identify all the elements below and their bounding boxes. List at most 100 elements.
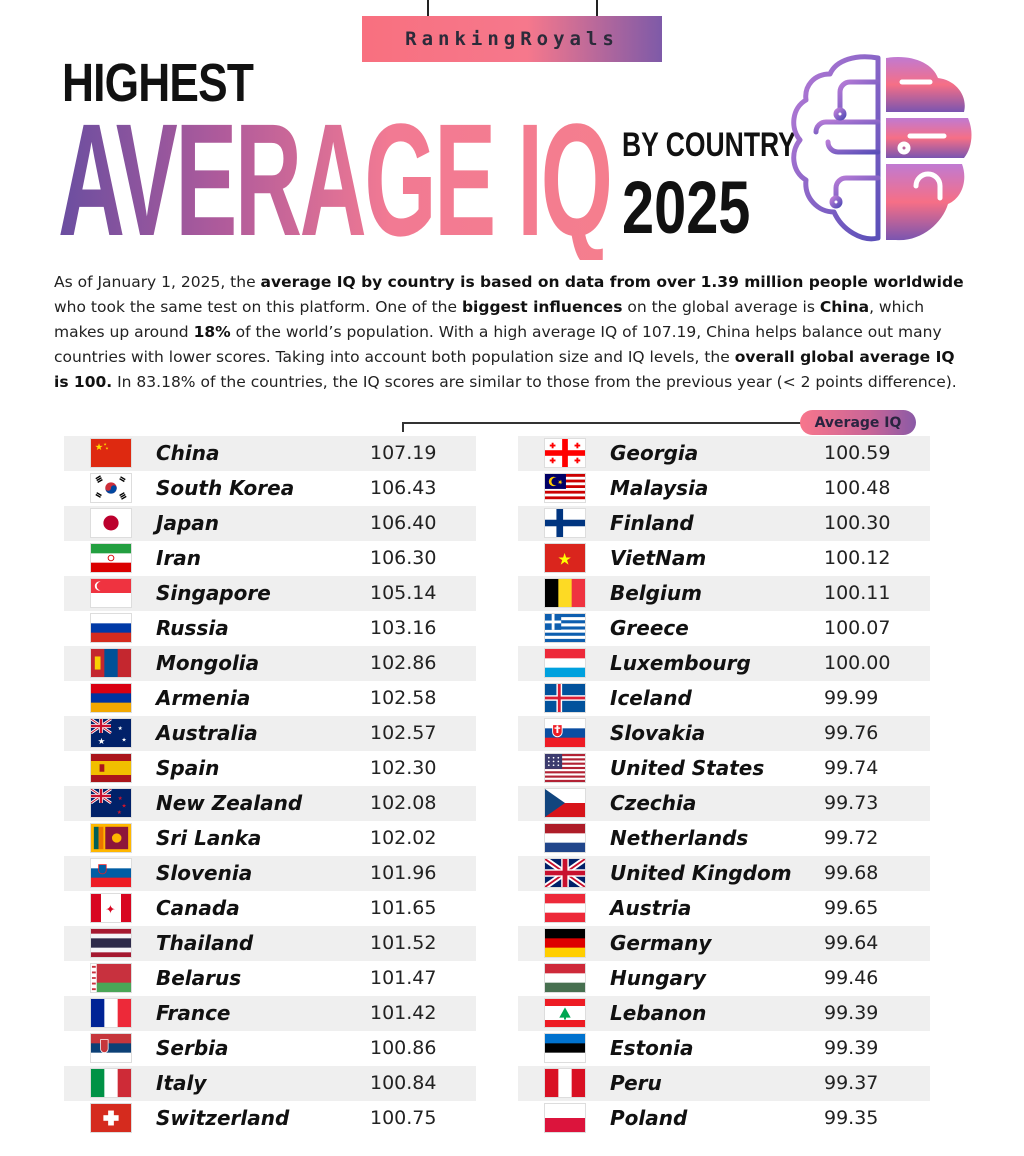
iq-value: 106.43 <box>370 477 437 499</box>
table-row: ✷ Malaysia 100.48 <box>518 471 930 506</box>
iq-value: 100.59 <box>824 442 891 464</box>
table-row: Armenia 102.58 <box>64 681 476 716</box>
sri-lanka-flag <box>90 823 132 853</box>
title-by-country: BY COUNTRY <box>622 126 796 164</box>
table-row: Iceland 99.99 <box>518 681 930 716</box>
header-bracket-line <box>402 422 812 424</box>
country-name: Singapore <box>156 581 271 605</box>
iq-value: 101.52 <box>370 932 437 954</box>
new-zealand-flag: ★ ★ ★ <box>90 788 132 818</box>
iq-value: 106.30 <box>370 547 437 569</box>
table-row: Singapore 105.14 <box>64 576 476 611</box>
iq-value: 99.76 <box>824 722 879 744</box>
country-name: Russia <box>156 616 229 640</box>
belgium-flag <box>544 578 586 608</box>
iq-value: 101.42 <box>370 1002 437 1024</box>
luxembourg-flag <box>544 648 586 678</box>
table-row: Peru 99.37 <box>518 1066 930 1101</box>
country-name: South Korea <box>156 476 295 500</box>
iq-value: 106.40 <box>370 512 437 534</box>
country-name: Italy <box>156 1071 207 1095</box>
table-row: Germany 99.64 <box>518 926 930 961</box>
table-row: ★ ★ ★ Australia 102.57 <box>64 716 476 751</box>
table-row: ★ ★ ★ New Zealand 102.08 <box>64 786 476 821</box>
intro-segment: overall global average IQ is 100. <box>54 348 955 391</box>
header-bracket-tick <box>402 422 404 432</box>
country-name: Iceland <box>610 686 692 710</box>
table-row: ✦ Canada 101.65 <box>64 891 476 926</box>
intro-segment: 18% <box>193 323 231 341</box>
country-name: VietNam <box>610 546 707 570</box>
intro-paragraph: As of January 1, 2025, the average IQ by… <box>54 270 974 395</box>
united-kingdom-flag <box>544 858 586 888</box>
country-name: United States <box>610 756 765 780</box>
iq-value: 99.68 <box>824 862 879 884</box>
table-row: France 101.42 <box>64 996 476 1031</box>
intro-segment: on the global average is <box>622 298 820 316</box>
armenia-flag <box>90 683 132 713</box>
table-row: ★ ★ ★ China 107.19 <box>64 436 476 471</box>
table-row: United States 99.74 <box>518 751 930 786</box>
france-flag <box>90 998 132 1028</box>
hungary-flag <box>544 963 586 993</box>
country-name: Hungary <box>610 966 706 990</box>
country-name: Spain <box>156 756 220 780</box>
country-name: Mongolia <box>156 651 260 675</box>
table-row: Italy 100.84 <box>64 1066 476 1101</box>
table-row: Hungary 99.46 <box>518 961 930 996</box>
czechia-flag <box>544 788 586 818</box>
table-row: United Kingdom 99.68 <box>518 856 930 891</box>
country-name: Armenia <box>156 686 251 710</box>
svg-text:★: ★ <box>118 725 123 732</box>
iq-value: 99.64 <box>824 932 879 954</box>
country-name: Austria <box>610 896 692 920</box>
iq-value: 102.57 <box>370 722 437 744</box>
peru-flag <box>544 1068 586 1098</box>
australia-flag: ★ ★ ★ <box>90 718 132 748</box>
iq-value: 99.74 <box>824 757 879 779</box>
table-row: Georgia 100.59 <box>518 436 930 471</box>
iq-value: 100.11 <box>824 582 891 604</box>
slovakia-flag <box>544 718 586 748</box>
switzerland-flag <box>90 1103 132 1133</box>
iq-value: 100.30 <box>824 512 891 534</box>
vietnam-flag: ★ <box>544 543 586 573</box>
finland-flag <box>544 508 586 538</box>
serbia-flag <box>90 1033 132 1063</box>
poland-flag <box>544 1103 586 1133</box>
table-row: Czechia 99.73 <box>518 786 930 821</box>
svg-text:★: ★ <box>118 795 123 802</box>
table-row: Slovenia 101.96 <box>64 856 476 891</box>
country-name: Peru <box>610 1071 662 1095</box>
italy-flag <box>90 1068 132 1098</box>
estonia-flag <box>544 1033 586 1063</box>
iq-value: 102.08 <box>370 792 437 814</box>
mongolia-flag <box>90 648 132 678</box>
iq-value: 102.86 <box>370 652 437 674</box>
country-name: Iran <box>156 546 202 570</box>
iq-value: 99.39 <box>824 1002 879 1024</box>
country-name: Lebanon <box>610 1001 707 1025</box>
svg-text:✦: ✦ <box>105 903 115 917</box>
country-name: Georgia <box>610 441 699 465</box>
table-row: Serbia 100.86 <box>64 1031 476 1066</box>
georgia-flag <box>544 438 586 468</box>
country-name: France <box>156 1001 231 1025</box>
iq-value: 100.75 <box>370 1107 437 1129</box>
table-row: Slovakia 99.76 <box>518 716 930 751</box>
country-name: Thailand <box>156 931 254 955</box>
intro-segment: In 83.18% of the countries, the IQ score… <box>112 373 957 391</box>
country-name: Belgium <box>610 581 702 605</box>
iq-value: 102.02 <box>370 827 437 849</box>
country-name: Australia <box>156 721 258 745</box>
iq-value: 99.35 <box>824 1107 879 1129</box>
svg-text:★: ★ <box>95 442 104 453</box>
intro-segment: of the world’s population. With a high a… <box>54 323 942 366</box>
malaysia-flag: ✷ <box>544 473 586 503</box>
intro-segment: average IQ by country is based on data f… <box>260 273 964 291</box>
table-row: Iran 106.30 <box>64 541 476 576</box>
table-row: Japan 106.40 <box>64 506 476 541</box>
iq-value: 102.30 <box>370 757 437 779</box>
iq-value: 100.48 <box>824 477 891 499</box>
slovenia-flag <box>90 858 132 888</box>
